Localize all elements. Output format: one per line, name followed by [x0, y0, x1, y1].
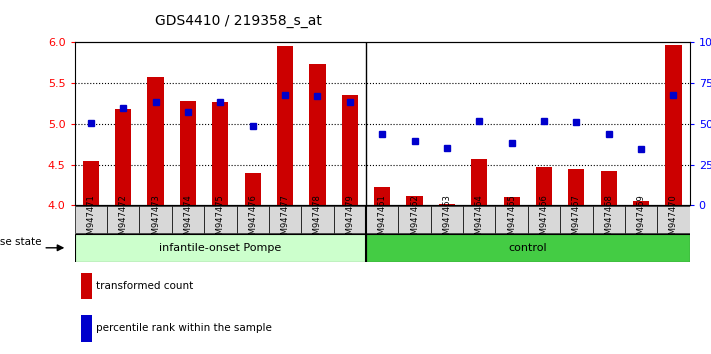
Text: GSM947475: GSM947475	[216, 194, 225, 245]
Text: GSM947473: GSM947473	[151, 194, 160, 245]
Text: GSM947478: GSM947478	[313, 194, 322, 245]
Bar	[657, 206, 690, 233]
Bar	[568, 170, 584, 205]
Bar	[665, 45, 682, 205]
Bar	[366, 234, 690, 262]
Bar	[342, 96, 358, 205]
Bar	[560, 206, 592, 233]
Text: GSM947470: GSM947470	[669, 194, 678, 245]
Bar	[180, 101, 196, 205]
Bar	[309, 64, 326, 205]
Text: GSM947474: GSM947474	[183, 194, 193, 245]
Bar	[625, 206, 657, 233]
Text: GSM947463: GSM947463	[442, 194, 451, 245]
Text: GSM947466: GSM947466	[540, 194, 548, 245]
Bar	[407, 195, 422, 205]
Bar	[471, 159, 487, 205]
Bar	[75, 206, 107, 233]
Bar	[398, 206, 431, 233]
Text: GSM947467: GSM947467	[572, 194, 581, 245]
Bar	[439, 204, 455, 205]
Text: GSM947469: GSM947469	[636, 194, 646, 245]
Text: GSM947477: GSM947477	[281, 194, 289, 245]
Bar	[269, 206, 301, 233]
Text: GSM947471: GSM947471	[86, 194, 95, 245]
Bar	[147, 78, 164, 205]
Bar	[366, 206, 398, 233]
Text: GSM947465: GSM947465	[507, 194, 516, 245]
Bar	[496, 206, 528, 233]
Text: disease state: disease state	[0, 236, 41, 247]
Text: control: control	[508, 243, 547, 253]
Bar	[374, 187, 390, 205]
Text: GSM947468: GSM947468	[604, 194, 614, 245]
Bar	[277, 46, 293, 205]
Bar	[601, 171, 617, 205]
Bar	[333, 206, 366, 233]
Bar	[82, 161, 99, 205]
Bar	[463, 206, 496, 233]
Text: GSM947472: GSM947472	[119, 194, 128, 245]
Bar	[245, 173, 261, 205]
Bar	[212, 102, 228, 205]
Bar	[592, 206, 625, 233]
Bar	[115, 109, 132, 205]
Bar	[237, 206, 269, 233]
Text: GSM947461: GSM947461	[378, 194, 387, 245]
Text: percentile rank within the sample: percentile rank within the sample	[96, 323, 272, 333]
Text: GDS4410 / 219358_s_at: GDS4410 / 219358_s_at	[154, 14, 321, 28]
Bar	[204, 206, 237, 233]
Bar	[633, 201, 649, 205]
Text: GSM947479: GSM947479	[346, 194, 354, 245]
Bar	[81, 273, 92, 299]
Text: GSM947476: GSM947476	[248, 194, 257, 245]
Bar	[75, 234, 366, 262]
Bar	[431, 206, 463, 233]
Text: infantile-onset Pompe: infantile-onset Pompe	[159, 243, 282, 253]
Text: transformed count: transformed count	[96, 281, 193, 291]
Bar	[528, 206, 560, 233]
Bar	[503, 197, 520, 205]
Text: GSM947464: GSM947464	[475, 194, 483, 245]
Bar	[81, 315, 92, 342]
Bar	[536, 167, 552, 205]
Bar	[107, 206, 139, 233]
Bar	[301, 206, 333, 233]
Text: GSM947462: GSM947462	[410, 194, 419, 245]
Bar	[139, 206, 172, 233]
Bar	[172, 206, 204, 233]
